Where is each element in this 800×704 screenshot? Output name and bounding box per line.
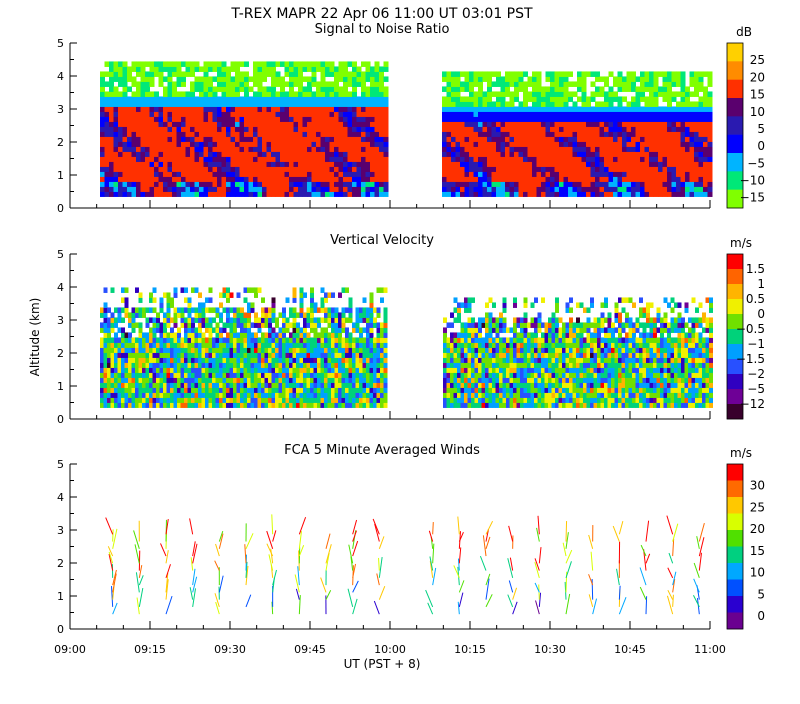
colorbar-swatch bbox=[727, 374, 743, 389]
y-tick-label: 2 bbox=[57, 557, 64, 570]
colorbar-swatch bbox=[727, 497, 743, 514]
colorbar-label: 25 bbox=[750, 53, 765, 67]
colorbar-label: −12 bbox=[740, 397, 765, 411]
y-tick-label: 5 bbox=[57, 458, 64, 471]
colorbar-label: 30 bbox=[750, 479, 765, 493]
heatmap-field bbox=[100, 61, 713, 197]
colorbar-label: −0.5 bbox=[736, 322, 765, 336]
colorbar-label: 5 bbox=[757, 122, 765, 136]
y-tick-label: 4 bbox=[57, 491, 64, 504]
colorbar-label: −10 bbox=[740, 174, 765, 188]
x-tick-label: 09:45 bbox=[294, 643, 326, 656]
colorbar-swatch bbox=[727, 98, 743, 117]
colorbar-swatch bbox=[727, 153, 743, 172]
colorbar-unit: m/s bbox=[730, 236, 752, 250]
y-tick-label: 3 bbox=[57, 103, 64, 116]
x-tick-label: 09:00 bbox=[54, 643, 86, 656]
colorbar-label: 0.5 bbox=[746, 292, 765, 306]
chart-panels: Signal to Noise Ratio0123452520151050−5−… bbox=[54, 22, 765, 656]
x-tick-label: 11:00 bbox=[694, 643, 726, 656]
x-tick-label: 09:15 bbox=[134, 643, 166, 656]
colorbar-swatch bbox=[727, 80, 743, 99]
colorbar-swatch bbox=[727, 481, 743, 498]
y-tick-label: 4 bbox=[57, 281, 64, 294]
panel-title: Vertical Velocity bbox=[330, 233, 434, 248]
colorbar-swatch bbox=[727, 580, 743, 597]
colorbar-label: 0 bbox=[757, 307, 765, 321]
panel-3: FCA 5 Minute Averaged Winds 0 1 2 3 4 5 09:00 09… bbox=[54, 443, 765, 656]
colorbar-unit: m/s bbox=[730, 446, 752, 460]
colorbar-swatch bbox=[727, 116, 743, 135]
panel-1: Signal to Noise Ratio 0 1 2 3 4 5 25 20 15 10 5 0 −5 −… bbox=[57, 22, 765, 215]
x-tick-label: 10:30 bbox=[534, 643, 566, 656]
y-tick-label: 1 bbox=[57, 169, 64, 182]
y-tick-label: 1 bbox=[57, 380, 64, 393]
colorbar-swatch bbox=[727, 254, 743, 269]
colorbar-label: 10 bbox=[750, 105, 765, 119]
axes: 0 1 2 3 4 5 09:00 09:15 09:30 09:45 10:00 10:15 10:3… bbox=[54, 458, 726, 656]
colorbar-swatch bbox=[727, 61, 743, 80]
colorbar-swatch bbox=[727, 43, 743, 62]
colorbar-label: 0 bbox=[757, 609, 765, 623]
y-tick-label: 0 bbox=[57, 413, 64, 426]
colorbar-label: 25 bbox=[750, 500, 765, 514]
colorbar-label: −2 bbox=[747, 367, 765, 381]
colorbar-swatch bbox=[727, 530, 743, 547]
figure-title: T-REX MAPR 22 Apr 06 11:00 UT 03:01 PST bbox=[230, 6, 533, 22]
colorbar-swatch bbox=[727, 135, 743, 154]
panel-2: Vertical Velocity0123451.510.50−0.5−1−1.… bbox=[57, 233, 765, 426]
colorbar-label: 10 bbox=[750, 566, 765, 580]
x-tick-label: 10:00 bbox=[374, 643, 406, 656]
colorbar: 1.510.50−0.5−1−1.5−2−5−12 m/s bbox=[727, 236, 765, 419]
colorbar-unit: dB bbox=[736, 25, 752, 39]
colorbar-swatch bbox=[727, 269, 743, 284]
heatmap-field bbox=[100, 287, 713, 408]
colorbar-label: 5 bbox=[757, 587, 765, 601]
colorbar-label: 1.5 bbox=[746, 262, 765, 276]
colorbar-label: −1.5 bbox=[736, 352, 765, 366]
x-tick-label: 10:15 bbox=[454, 643, 486, 656]
y-tick-label: 0 bbox=[57, 202, 64, 215]
y-tick-label: 5 bbox=[57, 248, 64, 261]
colorbar-swatch bbox=[727, 464, 743, 481]
colorbar: 30 25 20 15 10 5 0 m/s bbox=[727, 446, 765, 629]
colorbar-label: 1 bbox=[757, 277, 765, 291]
y-tick-label: 5 bbox=[57, 37, 64, 50]
y-tick-label: 2 bbox=[57, 347, 64, 360]
colorbar-swatch bbox=[727, 547, 743, 564]
y-tick-label: 3 bbox=[57, 524, 64, 537]
colorbar-label: −5 bbox=[747, 156, 765, 170]
colorbar-label: −1 bbox=[747, 337, 765, 351]
colorbar-label: −5 bbox=[747, 382, 765, 396]
colorbar-label: 15 bbox=[750, 544, 765, 558]
x-tick-label: 09:30 bbox=[214, 643, 246, 656]
panel-title: FCA 5 Minute Averaged Winds bbox=[284, 443, 480, 458]
colorbar-label: 20 bbox=[750, 70, 765, 84]
x-tick-label: 10:45 bbox=[614, 643, 646, 656]
y-tick-label: 0 bbox=[57, 623, 64, 636]
y-tick-label: 3 bbox=[57, 314, 64, 327]
colorbar-swatch bbox=[727, 613, 743, 630]
colorbar-label: 15 bbox=[750, 88, 765, 102]
colorbar-label: 20 bbox=[750, 522, 765, 536]
colorbar-swatch bbox=[727, 284, 743, 299]
colorbar-swatch bbox=[727, 596, 743, 613]
colorbar-swatch bbox=[727, 563, 743, 580]
colorbar-label: −15 bbox=[740, 191, 765, 205]
wind-barbs bbox=[106, 514, 705, 614]
colorbar-swatch bbox=[727, 514, 743, 531]
y-tick-label: 2 bbox=[57, 136, 64, 149]
colorbar-swatch bbox=[727, 299, 743, 314]
y-tick-label: 4 bbox=[57, 70, 64, 83]
x-axis-label: UT (PST + 8) bbox=[344, 657, 421, 671]
panel-title: Signal to Noise Ratio bbox=[315, 22, 450, 37]
colorbar: 25 20 15 10 5 0 −5 −10 −15 dB bbox=[727, 25, 765, 208]
y-axis-label: Altitude (km) bbox=[28, 298, 42, 377]
colorbar-label: 0 bbox=[757, 139, 765, 153]
y-tick-label: 1 bbox=[57, 590, 64, 603]
